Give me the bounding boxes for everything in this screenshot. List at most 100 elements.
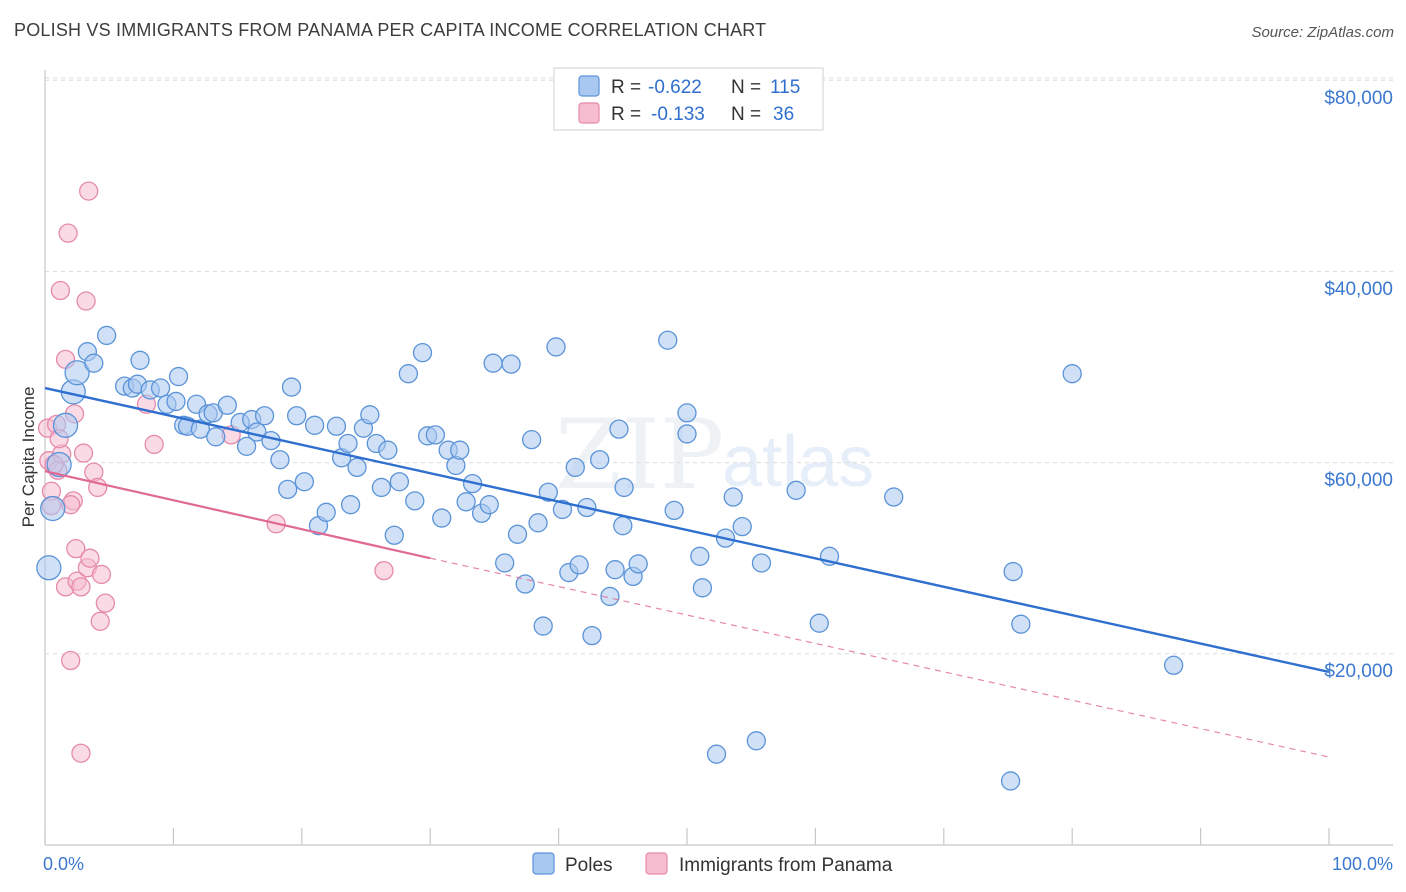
poles-point-98: [732, 517, 752, 537]
poles-point-73: [538, 482, 558, 502]
poles-point-72: [533, 616, 553, 636]
poles-point-71: [528, 513, 548, 533]
poles-point-97: [723, 487, 743, 507]
poles-point-60: [450, 440, 470, 460]
x-axis-ticks: [44, 828, 1330, 845]
x-tick-label-max: 100.0%: [1332, 854, 1393, 874]
panama-point-31: [374, 560, 394, 581]
poles-point-33: [278, 479, 298, 500]
y-tick-label-40000: $60,000: [1324, 470, 1393, 491]
poles-point-66: [495, 553, 515, 573]
legend-swatch-panama: [578, 102, 600, 124]
poles-trend-line: [44, 386, 1330, 674]
panama-trend-line: [44, 470, 431, 560]
panama-point-26: [71, 743, 91, 763]
legend-r-label-panama: R =: [611, 104, 641, 125]
panama-point-28: [144, 434, 164, 455]
gridlines: [45, 77, 1393, 655]
poles-point-0: [36, 555, 62, 581]
poles-point-44: [347, 457, 367, 478]
legend-box: R = -0.622 N = 115 R = -0.133 N = 36: [553, 67, 824, 131]
poles-point-27: [236, 436, 257, 456]
panama-point-20: [80, 548, 100, 568]
panama-point-11: [61, 650, 81, 671]
panama-point-19: [79, 181, 99, 201]
poles-point-50: [384, 525, 404, 545]
poles-point-37: [304, 415, 325, 435]
poles-point-54: [412, 343, 433, 363]
poles-point-78: [569, 555, 589, 575]
poles-point-89: [658, 330, 678, 350]
panama-point-35: [73, 443, 94, 463]
bottom-legend-swatch-panama: [645, 852, 668, 875]
poles-point-30: [254, 406, 275, 426]
poles-point-86: [614, 477, 634, 498]
watermark-zip: ZIP: [555, 399, 724, 511]
poles-point-2: [46, 451, 72, 478]
poles-point-68: [507, 524, 528, 544]
poles-point-100: [751, 553, 772, 573]
poles-point-70: [521, 430, 542, 450]
poles-point-102: [809, 613, 829, 633]
y-axis-label: Per Capita Income: [19, 387, 38, 528]
poles-point-25: [217, 395, 237, 415]
poles-point-7: [84, 353, 104, 373]
panama-points: [37, 181, 394, 763]
poles-point-85: [613, 516, 633, 536]
poles-point-67: [501, 354, 521, 374]
poles-point-42: [338, 433, 358, 454]
poles-points: [36, 325, 1184, 791]
panama-point-16: [71, 577, 91, 597]
poles-point-92: [677, 424, 697, 444]
poles-point-1: [40, 495, 66, 522]
panama-point-25: [95, 593, 115, 613]
panama-point-8: [50, 280, 71, 301]
poles-point-43: [340, 495, 361, 515]
panama-point-23: [90, 611, 110, 631]
legend-r-value-poles: -0.622: [648, 77, 702, 98]
poles-point-90: [664, 500, 684, 521]
bottom-legend-label-poles: Poles: [565, 855, 613, 876]
poles-point-8: [96, 325, 117, 346]
poles-point-5: [64, 360, 90, 386]
poles-point-75: [552, 499, 573, 520]
legend-r-value-panama: -0.133: [651, 104, 705, 125]
poles-point-106: [1003, 561, 1023, 582]
poles-point-105: [1000, 771, 1021, 791]
poles-point-52: [398, 364, 419, 384]
poles-point-48: [371, 477, 392, 498]
poles-point-109: [1163, 655, 1184, 675]
poles-point-51: [389, 472, 410, 492]
watermark: ZIP atlas: [555, 399, 874, 511]
poles-point-56: [425, 425, 445, 445]
bottom-legend: Poles Immigrants from Panama: [532, 852, 893, 876]
poles-point-61: [456, 492, 476, 512]
bottom-legend-label-panama: Immigrants from Panama: [679, 855, 893, 876]
poles-point-21: [190, 419, 211, 439]
poles-point-81: [590, 450, 610, 470]
poles-point-104: [884, 487, 904, 507]
legend-n-value-poles: 115: [770, 77, 800, 98]
poles-point-107: [1011, 614, 1031, 634]
poles-point-64: [479, 495, 499, 515]
legend-swatch-poles: [578, 75, 600, 97]
poles-point-14: [150, 378, 171, 398]
y-tick-label-60000: $40,000: [1324, 279, 1393, 300]
poles-point-24: [206, 427, 226, 447]
legend-n-value-panama: 36: [773, 104, 794, 125]
poles-point-53: [405, 491, 425, 511]
poles-point-32: [270, 450, 290, 470]
poles-point-84: [609, 419, 629, 439]
panama-point-24: [91, 564, 112, 585]
poles-point-3: [52, 412, 79, 438]
poles-point-49: [378, 440, 398, 460]
poles-point-35: [287, 406, 307, 426]
poles-point-17: [168, 366, 189, 387]
panama-point-17: [76, 291, 96, 311]
poles-point-36: [294, 472, 315, 492]
poles-point-88: [628, 554, 648, 574]
poles-point-16: [166, 391, 186, 412]
poles-point-91: [677, 403, 697, 423]
poles-point-108: [1062, 364, 1082, 384]
